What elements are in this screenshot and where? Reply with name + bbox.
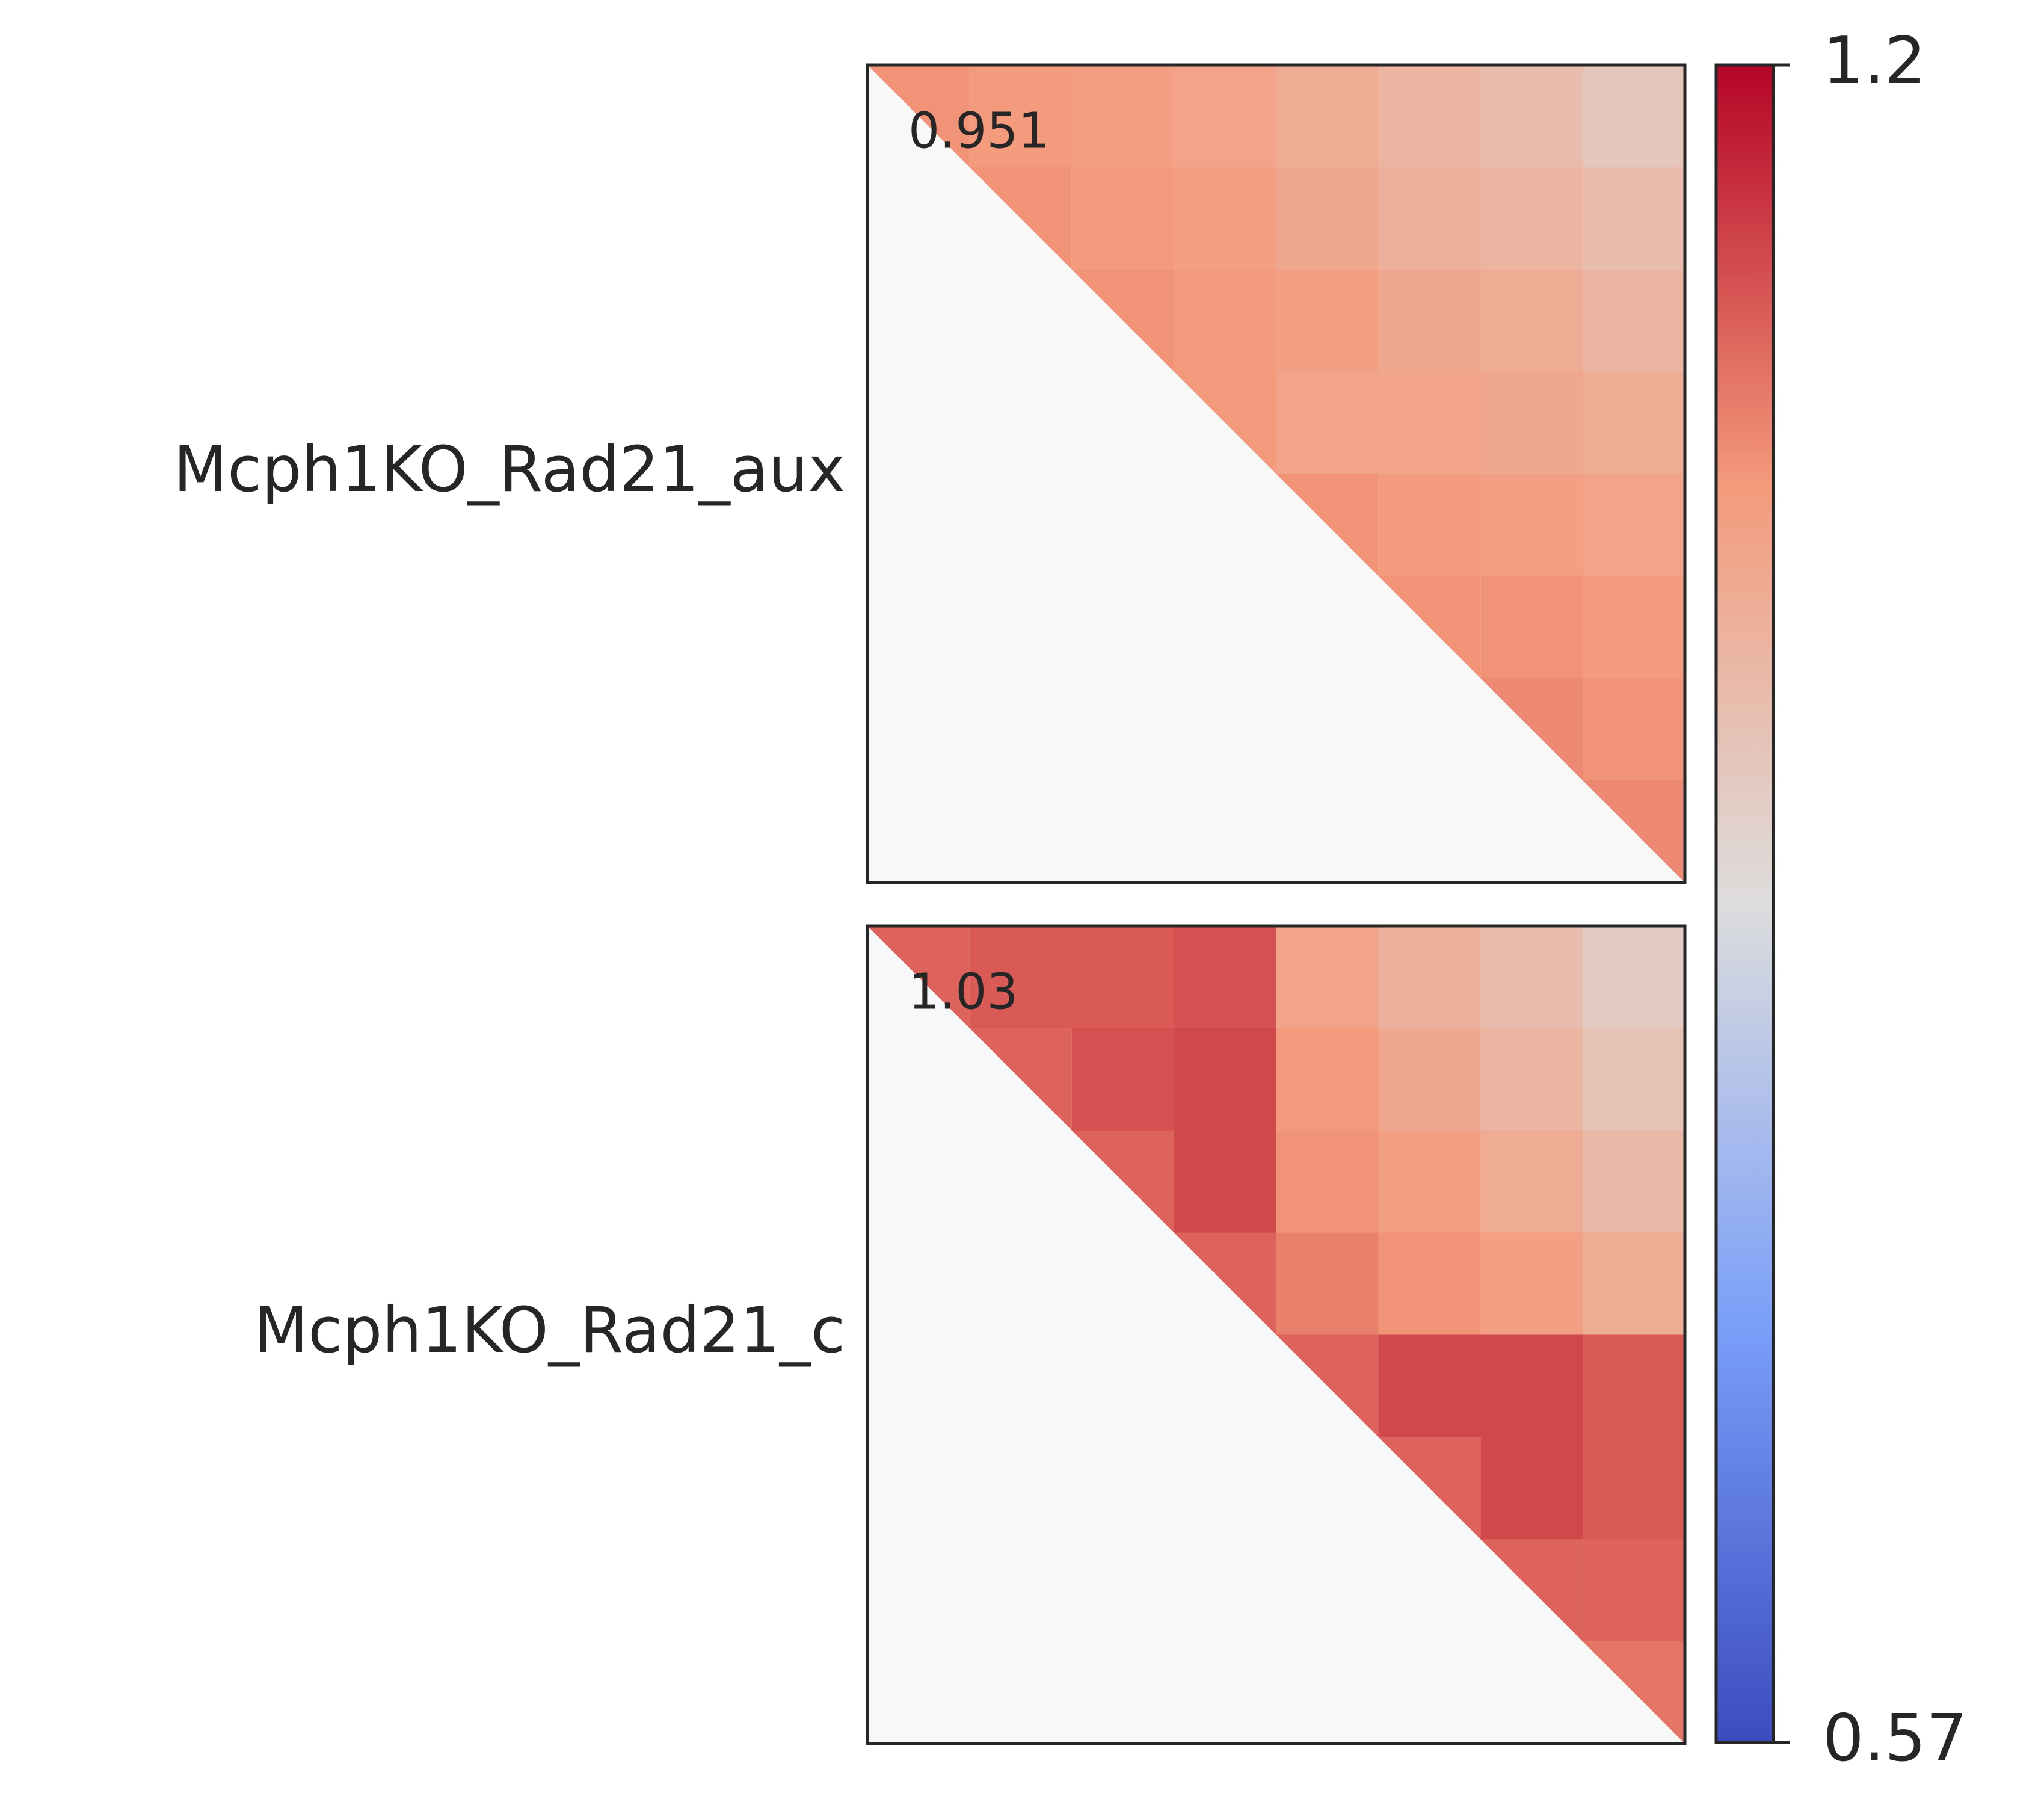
colorbar-tick-label: 1.2	[1823, 23, 1926, 99]
heatmap-cell	[1583, 65, 1686, 168]
panel-label: Mcph1KO_Rad21_aux	[173, 433, 845, 506]
heatmap-cell	[867, 926, 970, 1028]
panel-label: Mcph1KO_Rad21_c	[254, 1294, 845, 1367]
heatmap-cell	[1480, 576, 1583, 679]
heatmap-cell	[1276, 65, 1379, 168]
heatmap-cell	[1276, 269, 1379, 372]
heatmap-cell	[1583, 167, 1686, 270]
heatmap-cell	[1174, 269, 1276, 372]
heatmap-cell	[1071, 926, 1175, 1029]
heatmap-cell	[1276, 371, 1379, 474]
panel-frame	[866, 63, 1687, 884]
panel-frame	[866, 924, 1687, 1745]
heatmap-cell	[1480, 926, 1583, 1029]
heatmap-cell	[1583, 269, 1686, 372]
colorbar-tick-label: 0.57	[1823, 1701, 1967, 1776]
heatmap-cell	[1378, 1334, 1481, 1437]
heatmap-cell	[867, 65, 970, 167]
colorbar	[1714, 63, 1775, 1744]
heatmap-cell	[1071, 1028, 1175, 1131]
heatmap-cell	[1071, 269, 1174, 372]
heatmap-cell	[1583, 926, 1686, 1029]
heatmap-cell	[969, 167, 1072, 270]
heatmap-cell	[1276, 474, 1379, 576]
heatmap-cell	[1378, 167, 1481, 270]
heatmap-cell	[969, 65, 1073, 168]
heatmap-cell	[1583, 1232, 1686, 1335]
panel-annotation: 1.03	[908, 963, 1018, 1020]
heatmap-cell	[969, 926, 1073, 1029]
heatmap-cell	[1378, 1130, 1481, 1233]
heatmap-cell	[1583, 371, 1686, 474]
heatmap-cell	[1378, 1437, 1481, 1540]
heatmap-cell	[1480, 1334, 1583, 1437]
heatmap-cell	[1174, 1232, 1276, 1335]
heatmap-cell	[969, 1028, 1072, 1131]
heatmap-cell	[1378, 371, 1481, 474]
heatmap-cell	[1378, 576, 1481, 679]
heatmap-cell	[1583, 474, 1686, 576]
heatmap-cell	[1174, 167, 1276, 270]
heatmap-cell	[1276, 1028, 1379, 1131]
heatmap-cell	[1276, 1334, 1379, 1437]
heatmap-cell	[1583, 1130, 1686, 1233]
heatmap-cell	[1480, 678, 1583, 781]
heatmap-cell	[1480, 1437, 1583, 1540]
panel-annotation: 0.951	[908, 102, 1050, 159]
heatmap-cell	[1480, 269, 1583, 372]
heatmap-cell	[1480, 1130, 1583, 1233]
heatmap-cell	[1276, 926, 1379, 1029]
heatmap-cell	[1174, 371, 1276, 474]
heatmap-cell	[1174, 1028, 1276, 1131]
heatmap-cell	[1276, 1130, 1379, 1233]
heatmap-cell	[1071, 167, 1175, 270]
heatmap-cell	[1480, 65, 1583, 168]
heatmap-cell	[1174, 926, 1276, 1029]
heatmap-cell	[1583, 678, 1686, 781]
heatmap-cell	[1378, 1028, 1481, 1131]
heatmap-cell	[1583, 1641, 1685, 1744]
heatmap-cell	[1480, 1539, 1583, 1642]
heatmap-cell	[1480, 167, 1583, 270]
heatmap-cell	[1378, 1232, 1481, 1335]
heatmap-cell	[1583, 1028, 1686, 1131]
heatmap-cell	[1276, 1232, 1379, 1335]
heatmap-cell	[1378, 269, 1481, 372]
heatmap-cell	[1583, 1539, 1686, 1642]
heatmap-cell	[1174, 1130, 1276, 1233]
heatmap-cell	[1071, 65, 1175, 168]
heatmap-cell	[1583, 1334, 1686, 1437]
heatmap-cell	[1276, 167, 1379, 270]
heatmap-cell	[1583, 576, 1686, 679]
heatmap-cell	[1583, 780, 1685, 883]
heatmap-cell	[1480, 371, 1583, 474]
heatmap-cell	[1378, 474, 1481, 576]
heatmap-cell	[1480, 1028, 1583, 1131]
heatmap-cell	[1378, 65, 1481, 168]
heatmap-cell	[1480, 1232, 1583, 1335]
heatmap-cell	[1378, 926, 1481, 1029]
heatmap-cell	[1583, 1437, 1686, 1540]
heatmap-cell	[1480, 474, 1583, 576]
heatmap-cell	[1071, 1130, 1174, 1233]
heatmap-cell	[1174, 65, 1276, 168]
